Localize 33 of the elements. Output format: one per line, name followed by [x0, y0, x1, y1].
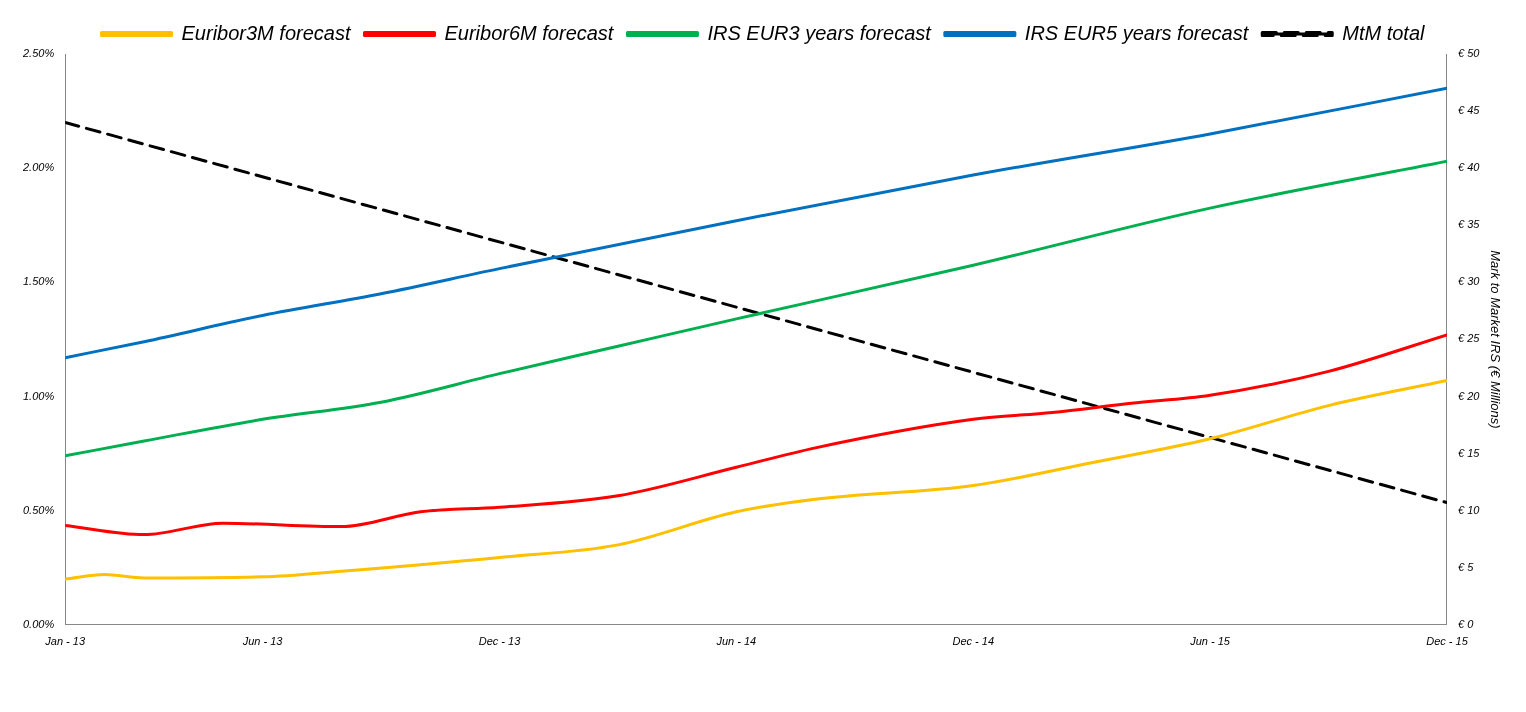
- x-tick-label: Jun - 14: [715, 635, 757, 648]
- line-series: [65, 159, 1447, 458]
- x-tick-label: Dec - 15: [1426, 635, 1469, 648]
- y-tick-label: 0.00%: [22, 617, 55, 630]
- line-series: [65, 86, 1447, 360]
- y2-tick-label: € 10: [1457, 503, 1481, 516]
- y-tick-label: 0.50%: [22, 503, 55, 516]
- y-tick-label: 2.50%: [21, 47, 55, 60]
- x-tick-label: Jan - 13: [44, 635, 86, 648]
- y2-tick-label: € 15: [1457, 446, 1481, 459]
- y2-tick-label: € 0: [1457, 617, 1475, 630]
- legend-label: Euribor3M forecast: [181, 21, 352, 44]
- y2-tick-label: € 5: [1457, 560, 1475, 573]
- legend-label: Euribor6M forecast: [444, 21, 615, 44]
- y2-tick-label: € 25: [1457, 332, 1481, 345]
- legend-label: IRS EUR3 years forecast: [707, 21, 933, 44]
- legend-label: MtM total: [1342, 21, 1426, 44]
- y2-tick-label: € 40: [1457, 161, 1481, 174]
- y2-tick-label: € 50: [1457, 47, 1481, 60]
- x-tick-label: Jun - 15: [1189, 635, 1231, 648]
- x-tick-label: Dec - 14: [952, 635, 995, 648]
- legend-label: IRS EUR5 years forecast: [1024, 21, 1250, 44]
- y2-tick-label: € 35: [1457, 218, 1481, 231]
- y2-tick-label: € 45: [1457, 104, 1481, 117]
- y2-tick-label: € 30: [1457, 275, 1481, 288]
- line-series: [65, 333, 1447, 537]
- y2-axis-title: Mark to Market IRS (€ Millions): [1487, 250, 1503, 429]
- x-tick-label: Jun - 13: [241, 635, 284, 648]
- y-tick-label: 1.50%: [22, 275, 55, 288]
- y-tick-label: 1.00%: [22, 389, 55, 402]
- y-tick-label: 2.00%: [21, 161, 55, 174]
- x-tick-label: Dec - 13: [478, 635, 522, 648]
- y2-tick-label: € 20: [1457, 389, 1481, 402]
